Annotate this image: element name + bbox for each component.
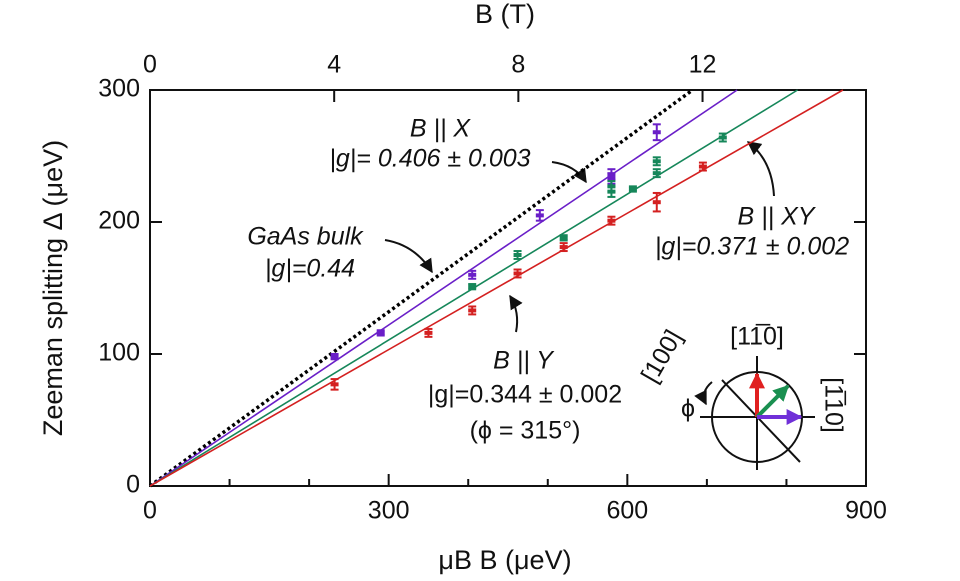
marker xyxy=(468,272,477,277)
marker xyxy=(652,159,661,164)
annotation: GaAs bulk xyxy=(247,223,364,251)
fit-line xyxy=(149,89,738,487)
marker xyxy=(559,235,568,240)
marker xyxy=(607,218,616,223)
inset-label: ϕ xyxy=(681,395,695,423)
annotation: |g|=0.371 ± 0.002 xyxy=(655,233,849,261)
data-point xyxy=(424,327,433,338)
top-tick-label: 0 xyxy=(143,51,157,79)
x-tick-label: 900 xyxy=(845,497,887,525)
data-point xyxy=(535,209,544,222)
inset-label: [100] xyxy=(636,325,688,387)
data-point xyxy=(698,161,707,172)
fit-line xyxy=(148,88,694,488)
data-point xyxy=(652,168,661,179)
inset xyxy=(694,356,815,470)
top-tick-label: 12 xyxy=(689,51,717,79)
annotation: |g|=0.344 ± 0.002 xyxy=(428,381,622,409)
x-tick-label: 600 xyxy=(606,497,648,525)
annotation-arrows xyxy=(384,141,775,333)
marker xyxy=(652,171,661,176)
data-point xyxy=(559,234,568,242)
marker xyxy=(468,308,477,313)
marker xyxy=(607,172,616,177)
data-point xyxy=(718,132,727,143)
marker xyxy=(652,130,661,135)
data-point xyxy=(468,269,477,280)
marker xyxy=(424,330,433,335)
top-tick-label: 8 xyxy=(511,51,525,79)
marker xyxy=(330,354,339,359)
y-tick-label: 100 xyxy=(98,339,140,367)
annotation: |g|=0.44 xyxy=(265,255,355,283)
fit-line xyxy=(149,89,844,487)
marker xyxy=(330,382,339,387)
data-point xyxy=(628,185,637,193)
marker xyxy=(628,187,637,191)
annotation: (ϕ = 315°) xyxy=(470,417,581,445)
marker xyxy=(698,164,707,169)
marker xyxy=(513,253,522,257)
data-point xyxy=(607,180,616,193)
data-point xyxy=(513,250,522,260)
data-point xyxy=(652,123,661,142)
y-tick-label: 300 xyxy=(98,75,140,103)
marker xyxy=(513,271,522,276)
data-point xyxy=(559,242,568,253)
marker xyxy=(607,184,616,189)
data-point xyxy=(468,283,477,291)
marker xyxy=(376,330,385,335)
y-tick-label: 0 xyxy=(126,471,140,499)
data-point xyxy=(652,156,661,167)
data-point xyxy=(607,215,616,226)
marker xyxy=(468,284,477,289)
marker xyxy=(559,245,568,250)
plot-frame xyxy=(149,89,867,487)
top-axis-label: B (T) xyxy=(475,0,535,29)
data-point xyxy=(330,378,339,391)
x-tick-label: 0 xyxy=(143,497,157,525)
annotation: |g|= 0.406 ± 0.003 xyxy=(329,145,530,173)
marker xyxy=(652,200,661,205)
annotation: B || X xyxy=(410,115,472,143)
data-point xyxy=(513,268,522,279)
marker xyxy=(718,135,727,140)
y-tick-label: 200 xyxy=(98,207,140,235)
top-tick-label: 4 xyxy=(327,51,341,79)
data-point xyxy=(468,305,477,316)
data-point xyxy=(330,353,339,361)
data-point xyxy=(376,329,385,337)
x-tick-label: 300 xyxy=(368,497,410,525)
data-point xyxy=(607,168,616,181)
y-axis-label: Zeeman splitting Δ (μeV) xyxy=(38,140,68,436)
inset-label: [1̅10] xyxy=(819,377,847,433)
inset-label: [11̅0] xyxy=(730,323,784,351)
annotation: B || Y xyxy=(493,347,555,375)
annotation: B || XY xyxy=(738,203,817,231)
data-point xyxy=(652,191,661,213)
x-axis-label: μB B (μeV) xyxy=(438,545,571,575)
marker xyxy=(535,213,544,218)
